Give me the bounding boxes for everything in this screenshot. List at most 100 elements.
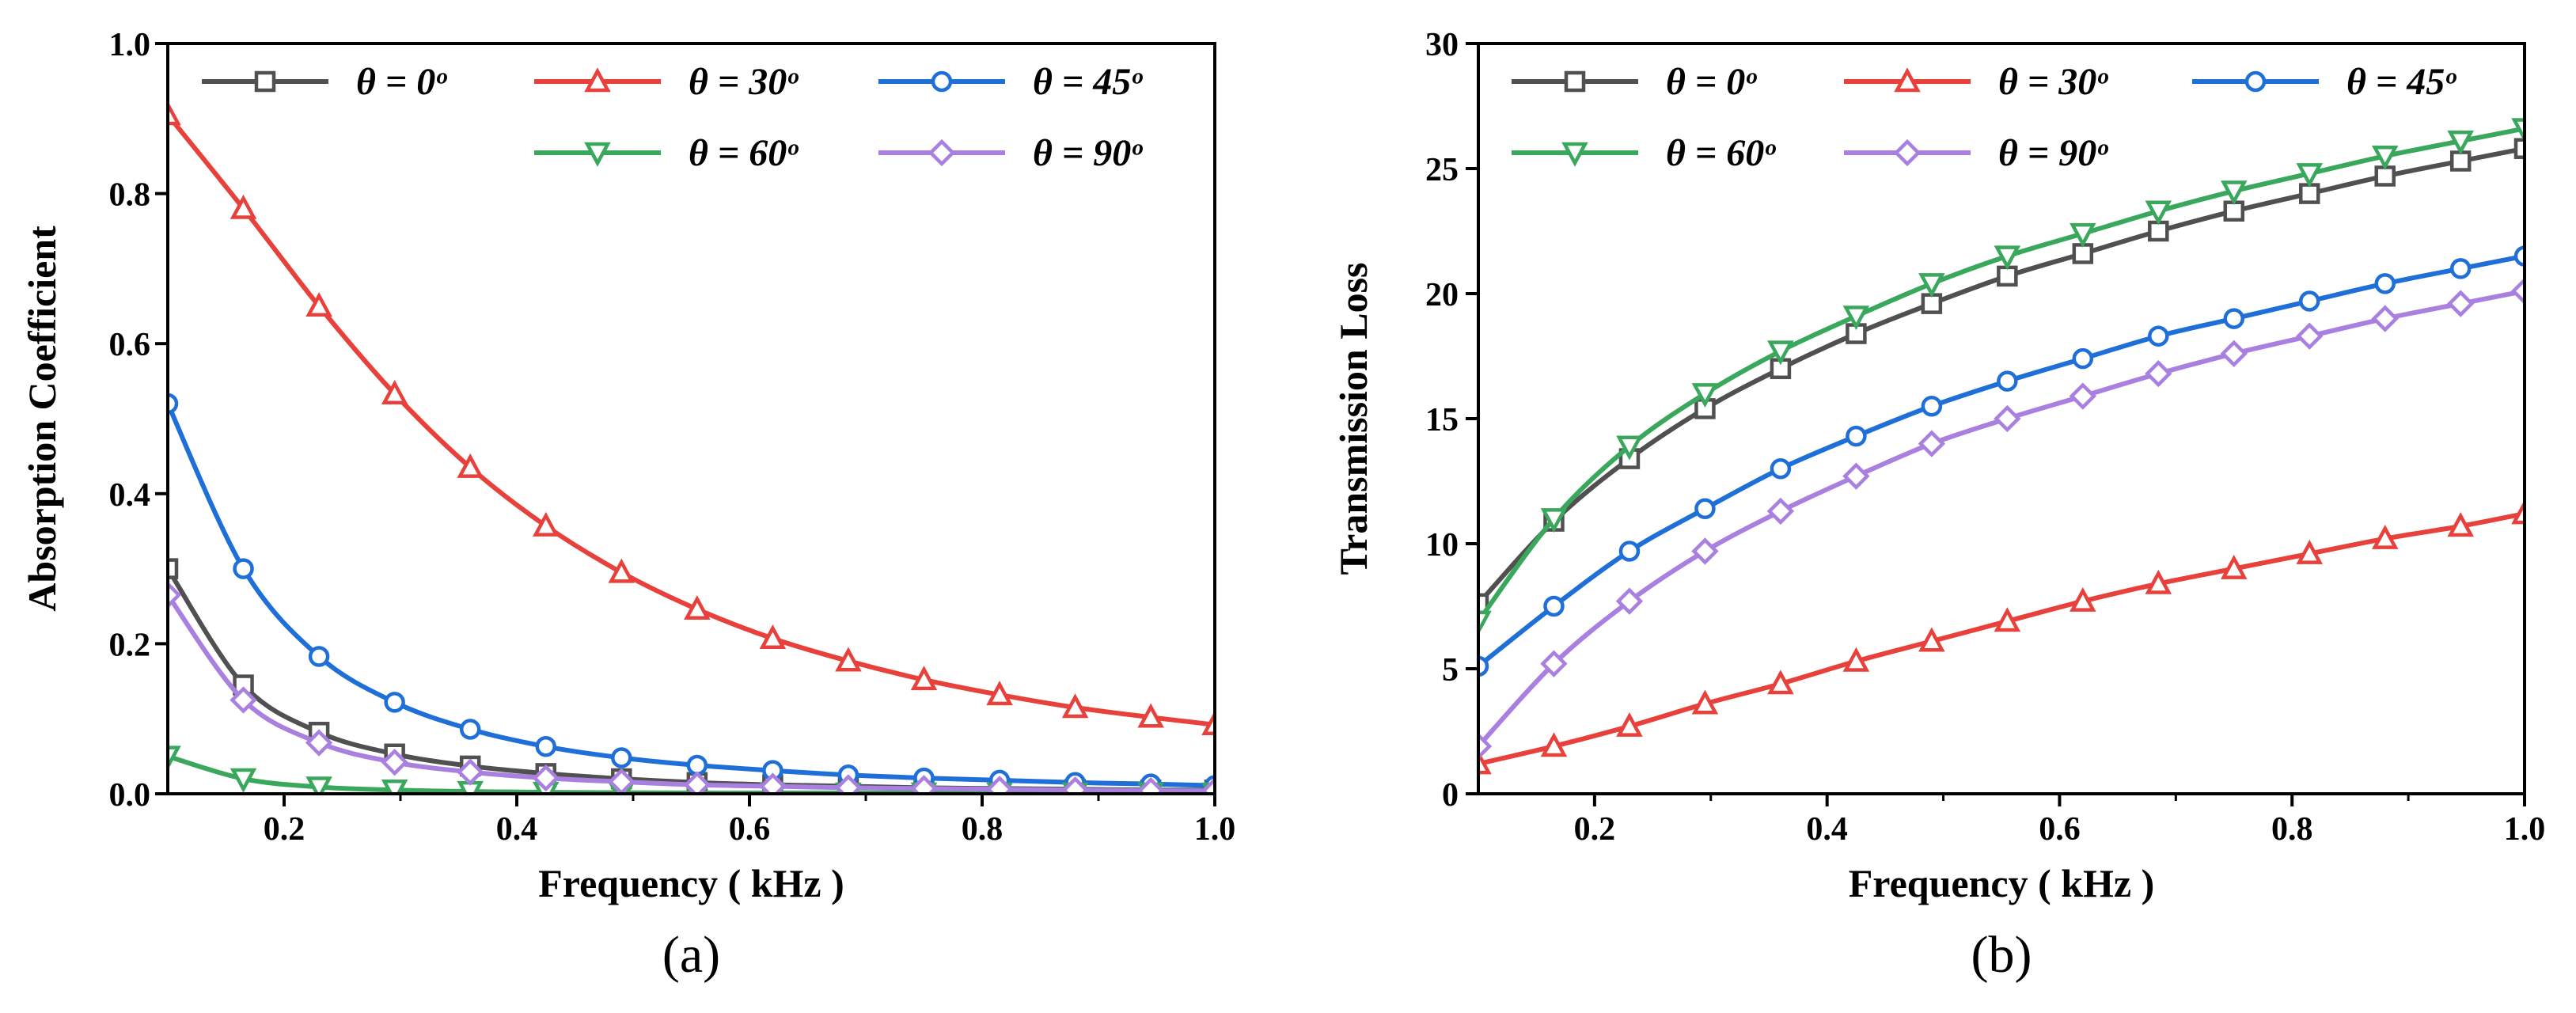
data-point bbox=[2299, 290, 2320, 312]
x-tick-label: 0.6 bbox=[2039, 811, 2081, 848]
data-point bbox=[2447, 290, 2475, 317]
data-point bbox=[2371, 524, 2399, 549]
y-tick-label: 5 bbox=[1442, 652, 1459, 689]
data-point bbox=[1767, 340, 1794, 366]
legend-entry: θ = 0ᵒ bbox=[1512, 61, 1757, 103]
data-point bbox=[2296, 322, 2324, 350]
y-tick-label: 10 bbox=[1425, 527, 1459, 563]
legend-marker bbox=[1561, 142, 1588, 167]
data-point bbox=[2511, 118, 2525, 143]
data-point bbox=[2510, 277, 2525, 305]
data-point bbox=[1137, 703, 1164, 728]
data-point bbox=[168, 101, 181, 126]
data-point bbox=[684, 595, 711, 620]
y-tick-label: 20 bbox=[1425, 277, 1459, 313]
legend-label: θ = 30ᵒ bbox=[689, 61, 799, 103]
legend-entry: θ = 45ᵒ bbox=[2192, 61, 2456, 103]
data-point bbox=[384, 692, 405, 713]
data-point bbox=[910, 775, 938, 794]
x-tick-label: 0.8 bbox=[2271, 811, 2313, 848]
data-point bbox=[457, 758, 484, 786]
legend-marker bbox=[1894, 67, 1921, 93]
legend-label: θ = 0ᵒ bbox=[1666, 61, 1757, 103]
legend: θ = 0ᵒ θ = 30ᵒ θ = 45ᵒ θ = 60ᵒ θ = 90ᵒ bbox=[202, 61, 1143, 174]
data-point bbox=[532, 511, 560, 537]
data-point bbox=[305, 729, 333, 757]
axes-frame bbox=[166, 42, 1216, 795]
data-point bbox=[1918, 627, 1945, 652]
data-point bbox=[1478, 655, 1489, 677]
data-point bbox=[459, 719, 481, 740]
legend-entry: θ = 0ᵒ bbox=[202, 61, 447, 103]
data-point bbox=[1201, 777, 1215, 794]
legend-marker bbox=[254, 70, 276, 93]
data-point bbox=[1136, 777, 1165, 794]
y-tick-label: 30 bbox=[1425, 27, 1459, 63]
data-point bbox=[2069, 382, 2097, 410]
data-point bbox=[230, 686, 257, 714]
data-point bbox=[1770, 457, 1792, 480]
panel-label: (b) bbox=[1971, 926, 2032, 984]
data-point bbox=[2374, 273, 2396, 294]
data-point bbox=[2371, 305, 2399, 332]
chart-panel-b: 0.2 0.4 0.6 0.8 1.0 0 5 10 15 20 25 30 Frequency ( k… bbox=[1331, 27, 2545, 984]
legend-marker bbox=[584, 142, 611, 167]
legend-label: θ = 45ᵒ bbox=[1033, 61, 1143, 103]
data-point bbox=[1846, 425, 1867, 447]
data-point bbox=[230, 194, 257, 219]
data-point bbox=[305, 292, 332, 317]
data-point bbox=[986, 681, 1013, 706]
series-1 bbox=[1478, 499, 2525, 775]
data-point bbox=[1061, 776, 1089, 794]
data-point bbox=[1691, 383, 1719, 408]
data-point bbox=[1540, 508, 1568, 533]
data-point bbox=[168, 393, 179, 415]
data-point bbox=[1478, 749, 1492, 775]
x-tick-label: 0.2 bbox=[264, 811, 305, 848]
data-point bbox=[835, 647, 862, 672]
legend-marker bbox=[1893, 138, 1922, 167]
data-point bbox=[168, 558, 179, 579]
series-1 bbox=[168, 101, 1215, 736]
data-point bbox=[2148, 325, 2169, 347]
y-tick-label: 0 bbox=[1442, 777, 1459, 814]
data-point bbox=[532, 764, 560, 792]
y-tick-label: 0.0 bbox=[109, 777, 151, 814]
data-point bbox=[834, 774, 863, 794]
x-tick-label: 1.0 bbox=[2504, 811, 2546, 848]
data-point bbox=[1478, 732, 1493, 761]
chart-panel-a: 0.2 0.4 0.6 0.8 1.0 0.0 0.2 0.4 0.6 0.8 1.0 Frequen… bbox=[20, 27, 1235, 984]
data-point bbox=[1478, 610, 1492, 635]
x-axis-title: Frequency ( kHz ) bbox=[1849, 861, 2155, 905]
data-point bbox=[168, 746, 181, 771]
data-point bbox=[2296, 539, 2324, 564]
data-point bbox=[233, 558, 254, 579]
data-point bbox=[2447, 512, 2474, 537]
x-tick-label: 0.4 bbox=[496, 811, 538, 848]
y-tick-label: 25 bbox=[1425, 152, 1459, 188]
data-point bbox=[1616, 435, 1643, 461]
legend-entry: θ = 60ᵒ bbox=[534, 132, 799, 174]
data-point bbox=[611, 747, 632, 768]
data-point bbox=[2145, 569, 2172, 594]
data-point bbox=[1994, 607, 2021, 632]
data-point bbox=[1540, 650, 1568, 677]
panel-label: (a) bbox=[662, 926, 720, 984]
data-point bbox=[1478, 593, 1489, 615]
legend-label: θ = 90ᵒ bbox=[1033, 132, 1143, 174]
data-point bbox=[1994, 404, 2021, 433]
data-point bbox=[1842, 647, 1870, 672]
series-4 bbox=[1478, 277, 2525, 761]
series-line bbox=[168, 113, 1215, 727]
data-point bbox=[683, 771, 711, 794]
data-point bbox=[2072, 347, 2094, 370]
data-point bbox=[2513, 245, 2525, 267]
data-point bbox=[2070, 222, 2096, 248]
legend-label: θ = 60ᵒ bbox=[1666, 132, 1776, 174]
data-point bbox=[1766, 497, 1795, 525]
data-point bbox=[2511, 499, 2525, 525]
data-point bbox=[985, 776, 1014, 794]
legend-marker bbox=[928, 138, 956, 167]
series-3 bbox=[1478, 118, 2525, 635]
data-point bbox=[381, 379, 408, 404]
